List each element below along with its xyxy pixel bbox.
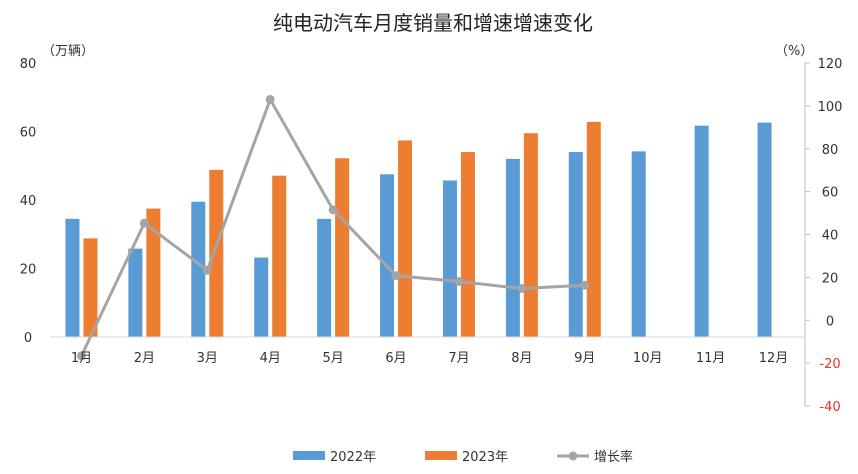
left-axis-unit: （万辆） <box>42 44 94 59</box>
bar-2023年-6月 <box>398 140 413 337</box>
right-axis-tick-label: 40 <box>822 229 839 244</box>
x-axis: 1月 2月 3月 4月 5月 6月 7月 8月 9月 10月 11月 12月 <box>71 351 788 366</box>
growth-rate-point <box>454 276 464 286</box>
x-axis-tick-label: 2月 <box>134 351 155 366</box>
right-axis-tick-label: 0 <box>826 314 834 329</box>
right-axis-tick-label: 100 <box>818 100 843 115</box>
right-axis-tick-label: -40 <box>819 400 840 415</box>
bar-2022年-3月 <box>191 201 206 337</box>
legend-swatch-2023年 <box>425 451 457 460</box>
bars <box>50 121 805 338</box>
right-axis-unit: （%） <box>775 44 813 59</box>
bar-2023年-7月 <box>460 152 475 337</box>
growth-rate-point <box>76 351 86 361</box>
right-axis-tick-label: -20 <box>819 357 840 372</box>
growth-rate-point <box>139 218 149 228</box>
bar-2022年-10月 <box>631 151 646 337</box>
growth-line-layer <box>76 94 590 361</box>
bar-2022年-2月 <box>128 248 143 337</box>
bar-2023年-1月 <box>83 238 98 337</box>
bar-2023年-3月 <box>209 169 224 337</box>
growth-rate-point <box>265 94 275 104</box>
growth-rate-point <box>391 271 401 281</box>
x-axis-tick-label: 5月 <box>322 351 343 366</box>
x-axis-tick-label: 7月 <box>448 351 469 366</box>
legend-label: 2022年 <box>330 450 376 465</box>
right-axis: -40 -20 0 20 40 60 80 100 120 <box>804 57 843 415</box>
chart-title: 纯电动汽车月度销量和增速增速变化 <box>273 11 593 35</box>
x-axis-tick-label: 1月 <box>71 351 92 366</box>
bar-2023年-8月 <box>523 133 538 337</box>
left-axis-tick-label: 80 <box>20 57 37 72</box>
bar-2022年-12月 <box>757 122 772 337</box>
right-axis-tick-label: 80 <box>822 143 839 158</box>
bar-2023年-5月 <box>335 158 350 337</box>
x-axis-tick-label: 6月 <box>385 351 406 366</box>
x-axis-tick-label: 4月 <box>260 351 281 366</box>
bar-2023年-9月 <box>586 121 601 337</box>
bar-2022年-9月 <box>568 152 583 337</box>
growth-rate-point <box>580 280 590 290</box>
x-axis-tick-label: 3月 <box>197 351 218 366</box>
bar-2022年-7月 <box>442 180 457 337</box>
bar-2022年-4月 <box>254 257 269 337</box>
legend-swatch-2022年 <box>293 451 325 460</box>
growth-rate-point <box>517 284 527 294</box>
growth-rate-point <box>328 205 338 215</box>
bar-2022年-5月 <box>317 218 332 337</box>
bar-2022年-6月 <box>380 174 395 337</box>
right-axis-tick-label: 60 <box>822 186 839 201</box>
bar-2022年-8月 <box>505 158 520 337</box>
bar-2023年-4月 <box>272 175 287 337</box>
right-axis-tick-label: 120 <box>818 57 843 72</box>
legend-swatch-marker <box>568 451 578 461</box>
x-axis-tick-label: 12月 <box>759 351 789 366</box>
bar-2022年-1月 <box>65 218 80 337</box>
left-axis-tick-label: 60 <box>20 126 37 141</box>
left-axis-tick-label: 20 <box>20 263 37 278</box>
x-axis-tick-label: 8月 <box>511 351 532 366</box>
x-axis-tick-label: 11月 <box>696 351 726 366</box>
bar-2022年-11月 <box>694 125 709 338</box>
right-axis-tick-label: 20 <box>822 271 839 286</box>
legend-label: 增长率 <box>594 449 633 465</box>
legend-label: 2023年 <box>462 450 508 465</box>
left-axis: 0 20 40 60 80 <box>20 57 37 346</box>
left-axis-tick-label: 0 <box>24 331 32 346</box>
bar-2023年-2月 <box>146 208 161 337</box>
left-axis-tick-label: 40 <box>20 194 37 209</box>
x-axis-tick-label: 10月 <box>633 351 663 366</box>
legend: 2022年 2023年 增长率 <box>293 449 633 465</box>
growth-rate-point <box>202 265 212 275</box>
x-axis-tick-label: 9月 <box>574 351 595 366</box>
